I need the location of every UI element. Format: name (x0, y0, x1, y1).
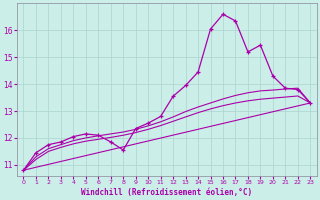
X-axis label: Windchill (Refroidissement éolien,°C): Windchill (Refroidissement éolien,°C) (81, 188, 252, 197)
